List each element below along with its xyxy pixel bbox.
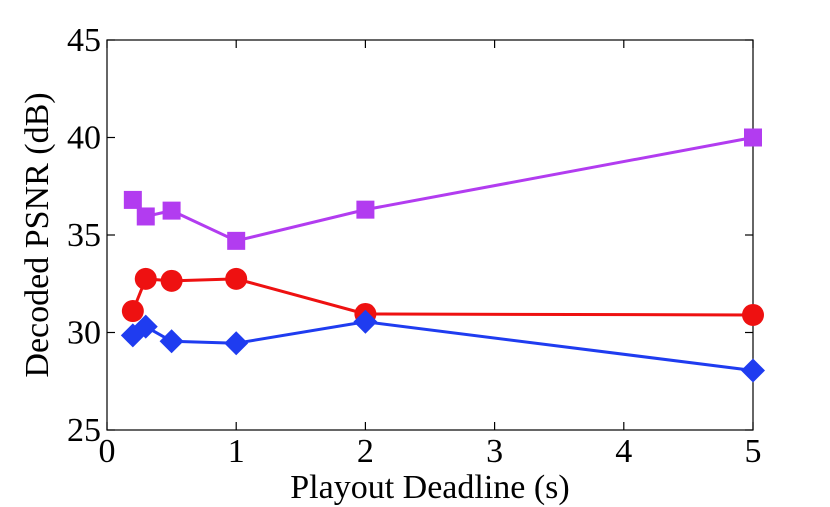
y-tick-label: 25 [67, 412, 101, 449]
x-tick-label: 4 [615, 433, 632, 470]
x-tick-label: 1 [228, 433, 245, 470]
x-tick-label: 2 [357, 433, 374, 470]
data-point-circle [160, 269, 183, 292]
data-point-diamond [224, 331, 249, 356]
data-point-circle [121, 300, 144, 323]
data-point-circle [225, 267, 248, 290]
data-point-circle [742, 303, 764, 326]
data-point-square [123, 190, 142, 209]
x-tick-label: 3 [486, 433, 503, 470]
data-point-square [227, 231, 246, 250]
data-point-square [162, 201, 181, 220]
x-tick-label: 0 [99, 433, 116, 470]
y-axis-title: Decoded PSNR (dB) [19, 92, 56, 377]
data-point-diamond [133, 314, 158, 339]
y-tick-label: 40 [67, 120, 101, 157]
data-point-diamond [159, 329, 184, 354]
y-tick-label: 30 [67, 315, 101, 352]
data-point-circle [134, 267, 157, 290]
data-point-square [136, 207, 155, 226]
y-tick-label: 45 [67, 22, 101, 59]
data-point-diamond [741, 358, 765, 383]
plot-area [106, 39, 754, 431]
y-tick-label: 35 [67, 217, 101, 254]
data-point-square [356, 200, 375, 219]
data-point-square [744, 128, 762, 147]
x-tick-label: 5 [745, 433, 762, 470]
data-series [120, 128, 765, 383]
x-axis-title: Playout Deadline (s) [290, 469, 570, 506]
data-point-diamond [353, 309, 378, 334]
